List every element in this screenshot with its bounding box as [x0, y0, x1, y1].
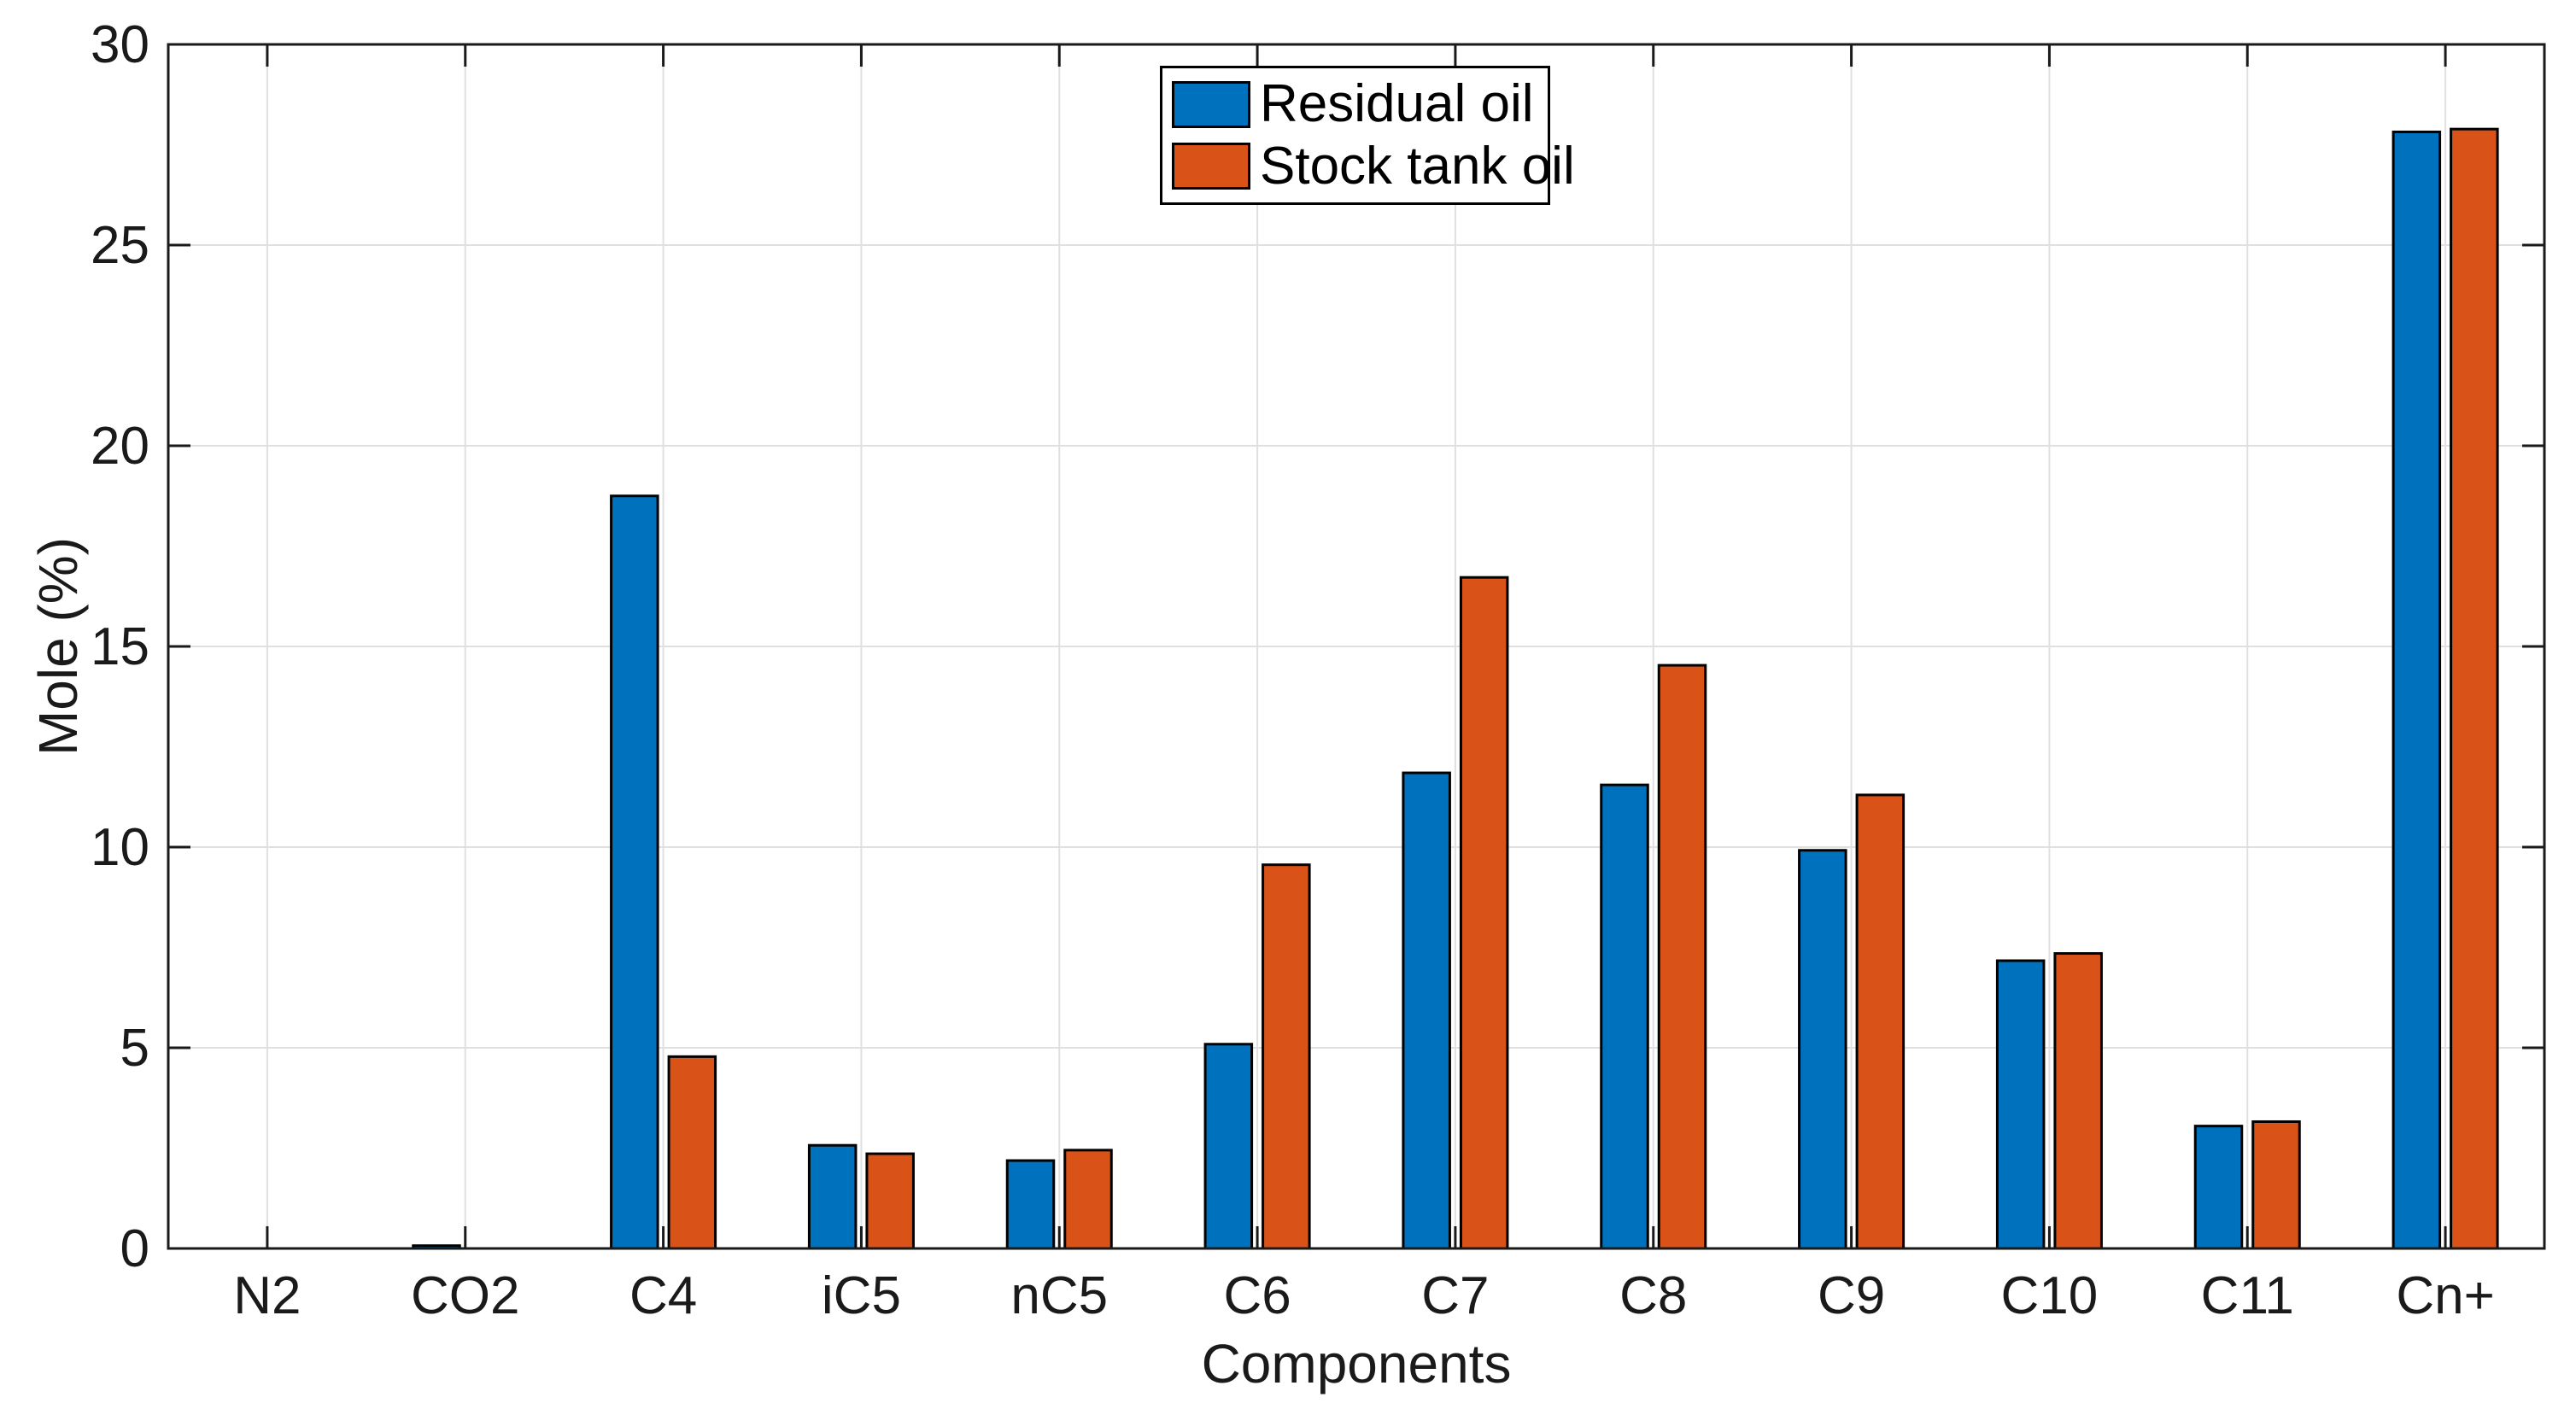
bar-residual-oil-c10 — [1995, 959, 2046, 1250]
bar-stock-tank-oil-c9 — [1855, 793, 1906, 1250]
y-tick-label: 5 — [120, 1019, 149, 1078]
bar-stock-tank-oil-c7 — [1459, 576, 1509, 1250]
x-tick-label: Cn+ — [2396, 1266, 2494, 1325]
bar-stock-tank-oil-c8 — [1657, 664, 1707, 1250]
bar-residual-oil-nc5 — [1005, 1159, 1056, 1250]
bar-stock-tank-oil-c4 — [667, 1055, 717, 1250]
x-tick-label: C4 — [629, 1266, 697, 1325]
bar-residual-oil-ic5 — [807, 1143, 858, 1250]
legend-label-stock-tank-oil: Stock tank oil — [1260, 136, 1575, 196]
x-tick-label: nC5 — [1010, 1266, 1108, 1325]
x-tick-label: CO2 — [411, 1266, 519, 1325]
legend-entry-stock-tank-oil: Stock tank oil — [1172, 136, 1575, 198]
legend: Residual oil Stock tank oil — [1160, 66, 1575, 205]
y-tick-label: 30 — [91, 15, 149, 74]
y-tick-label: 20 — [91, 417, 149, 476]
legend-entry-residual-oil: Residual oil — [1172, 73, 1548, 136]
bar-stock-tank-oil-cnplus — [2450, 127, 2499, 1250]
bar-residual-oil-c11 — [2193, 1125, 2244, 1250]
bar-stock-tank-oil-c6 — [1262, 863, 1311, 1250]
x-tick-label: C9 — [1818, 1266, 1885, 1325]
bar-residual-oil-cnplus — [2392, 130, 2442, 1250]
bar-stock-tank-oil-c10 — [2053, 952, 2103, 1250]
x-tick-label: iC5 — [822, 1266, 901, 1325]
bar-residual-oil-c4 — [610, 494, 659, 1250]
y-tick-label: 0 — [120, 1219, 149, 1278]
y-tick-label: 15 — [91, 617, 149, 676]
y-tick-label: 10 — [91, 818, 149, 877]
legend-swatch-stock-tank-oil — [1172, 143, 1250, 190]
bar-residual-oil-c8 — [1600, 783, 1649, 1250]
y-tick-label: 25 — [91, 216, 149, 275]
x-tick-label: C10 — [2001, 1266, 2099, 1325]
bar-stock-tank-oil-ic5 — [865, 1152, 915, 1250]
x-tick-label: N2 — [233, 1266, 301, 1325]
bar-residual-oil-c7 — [1402, 771, 1451, 1250]
bar-stock-tank-oil-c11 — [2251, 1120, 2301, 1250]
x-tick-label: C7 — [1421, 1266, 1489, 1325]
bar-residual-oil-c9 — [1798, 849, 1847, 1250]
x-tick-label: C11 — [2201, 1266, 2294, 1325]
legend-label-residual-oil: Residual oil — [1260, 74, 1534, 134]
bar-stock-tank-oil-nc5 — [1063, 1149, 1113, 1250]
y-axis-label: Mole (%) — [27, 536, 89, 757]
legend-swatch-residual-oil — [1172, 80, 1250, 128]
x-tick-label: C6 — [1223, 1266, 1291, 1325]
bar-residual-oil-c6 — [1203, 1043, 1254, 1250]
plot-box — [167, 43, 2546, 1250]
x-tick-label: C8 — [1619, 1266, 1687, 1325]
x-axis-label: Components — [1201, 1333, 1512, 1394]
